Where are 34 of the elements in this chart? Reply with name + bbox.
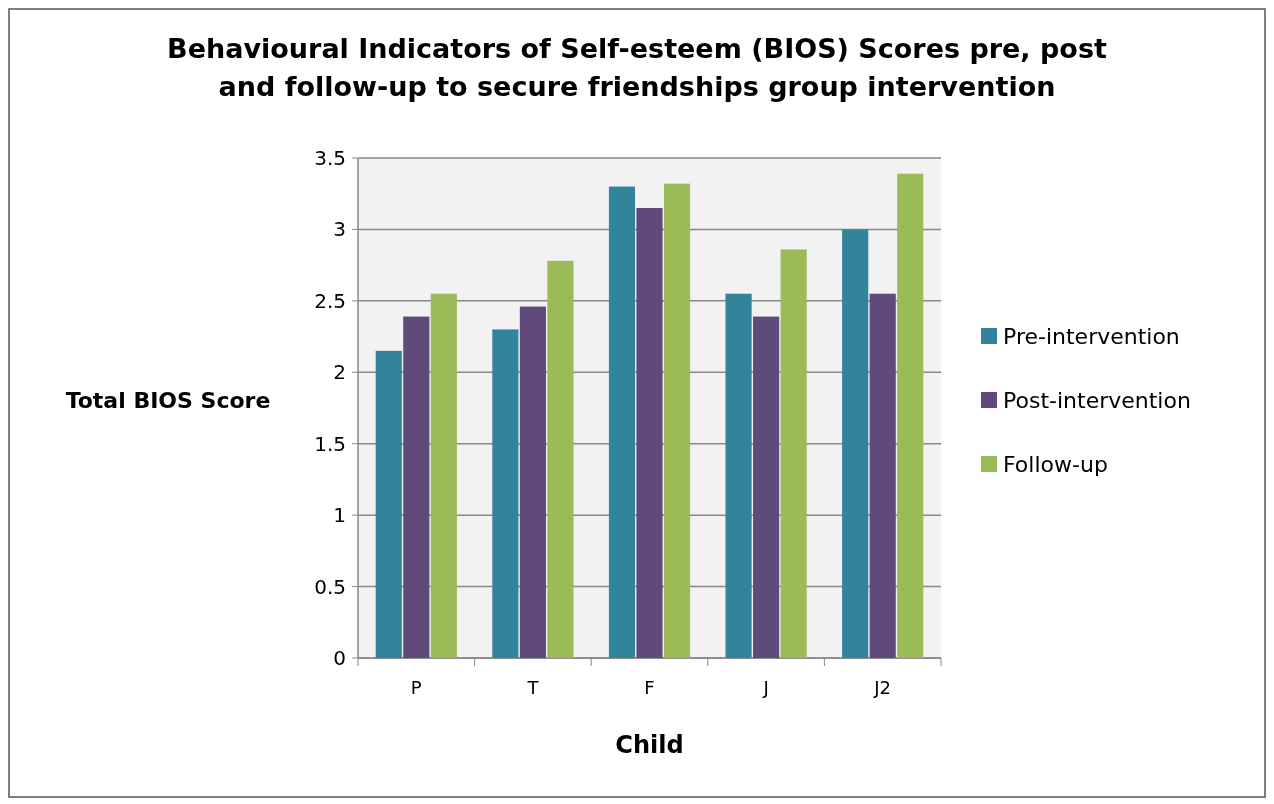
x-tick-label: J2: [873, 677, 892, 698]
x-axis-title: Child: [615, 731, 684, 759]
y-tick-label: 3: [333, 217, 346, 242]
x-tick-label: P: [410, 677, 422, 698]
bar: [663, 183, 691, 658]
bar: [375, 350, 402, 658]
y-tick-label: 1.5: [314, 431, 346, 456]
bar: [780, 249, 807, 658]
bar: [547, 260, 574, 658]
y-tick-label: 3.5: [314, 146, 346, 170]
bar: [636, 208, 663, 658]
x-tick-label: F: [644, 677, 655, 698]
legend-label: Follow-up: [1003, 451, 1108, 477]
chart-title: Behavioural Indicators of Self-esteem (BIOS) Scores pre, post and follow-up to secure friendships group intervention: [167, 33, 1107, 102]
y-tick-label: 2.5: [314, 288, 346, 313]
bar: [897, 173, 924, 658]
bar: [869, 293, 896, 658]
bar: [430, 293, 457, 658]
bar: [842, 229, 869, 658]
y-tick-label: 0: [333, 646, 346, 670]
x-tick-label: J: [762, 677, 769, 698]
y-axis-title: Total BIOS Score: [65, 388, 271, 413]
bar: [608, 186, 636, 658]
bar: [492, 329, 519, 658]
bar: [725, 293, 752, 658]
x-tick-label: T: [526, 677, 540, 698]
y-tick-label: 2: [333, 360, 346, 385]
y-tick-label: 1: [333, 503, 346, 528]
legend-label: Pre-intervention: [1003, 323, 1180, 349]
legend-label: Post-intervention: [1003, 387, 1191, 413]
y-tick-label: 0.5: [314, 574, 346, 599]
bar: [403, 316, 430, 658]
bar: [519, 306, 546, 658]
bar: [753, 316, 780, 658]
